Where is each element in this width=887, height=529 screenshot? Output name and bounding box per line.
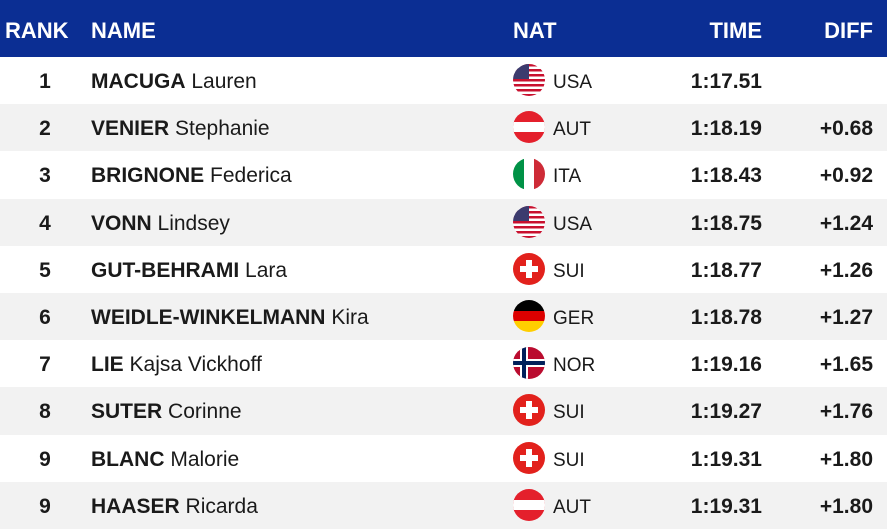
nation: SUI — [553, 449, 585, 471]
nation: AUT — [553, 496, 591, 518]
flag-icon — [513, 394, 545, 426]
athlete-name: HAASER Ricarda — [91, 495, 258, 519]
rank: 3 — [39, 164, 51, 188]
flag-icon — [513, 347, 545, 379]
time: 1:18.75 — [690, 211, 762, 235]
surname: HAASER — [91, 494, 180, 518]
nation: ITA — [553, 166, 582, 188]
time: 1:18.43 — [690, 164, 762, 188]
nation: GER — [553, 308, 595, 329]
diff: +0.92 — [819, 164, 873, 188]
given-name: Corinne — [168, 400, 242, 424]
given-name: Lauren — [191, 70, 257, 93]
athlete-name: SUTER Corinne — [91, 400, 242, 424]
flag-icon — [513, 253, 545, 285]
table-row: 7 LIE Kajsa Vickhoff NOR 1:19.16 +1.65 — [0, 340, 887, 388]
given-name: Kajsa Vickhoff — [129, 353, 262, 377]
table-row: 1 MACUGA Lauren USA 1:17.51 — [0, 57, 887, 105]
time: 1:19.16 — [690, 353, 762, 377]
rank: 2 — [39, 117, 51, 141]
header-diff: DIFF — [824, 18, 873, 43]
nation: SUI — [553, 260, 585, 282]
given-name: Federica — [210, 164, 292, 188]
athlete-name: BRIGNONE Federica — [91, 164, 292, 188]
rank: 1 — [39, 70, 51, 93]
surname: SUTER — [91, 400, 163, 424]
flag-icon — [513, 206, 545, 238]
flag-icon — [513, 111, 545, 143]
surname: GUT-BEHRAMI — [91, 258, 240, 282]
time: 1:18.78 — [690, 306, 762, 329]
table-row: 4 VONN Lindsey USA 1:18.75 +1.24 — [0, 198, 887, 246]
table-row: 3 BRIGNONE Federica ITA 1:18.43 +0.92 — [0, 151, 887, 199]
diff: +0.68 — [819, 117, 873, 141]
diff: +1.80 — [819, 447, 873, 471]
given-name: Kira — [331, 306, 369, 329]
time: 1:18.19 — [690, 117, 762, 141]
nation: SUI — [553, 402, 585, 424]
surname: WEIDLE-WINKELMANN — [91, 306, 326, 329]
surname: VENIER — [91, 117, 170, 141]
table-row: 9 HAASER Ricarda AUT 1:19.31 +1.80 — [0, 481, 887, 529]
surname: MACUGA — [91, 70, 186, 93]
header-rank: RANK — [5, 18, 69, 43]
athlete-name: WEIDLE-WINKELMANN Kira — [91, 306, 369, 330]
surname: BRIGNONE — [91, 164, 205, 188]
table-row: 9 BLANC Malorie SUI 1:19.31 +1.80 — [0, 434, 887, 482]
time: 1:17.51 — [690, 70, 762, 93]
surname: BLANC — [91, 447, 165, 471]
given-name: Lara — [245, 258, 288, 282]
header-time: TIME — [709, 18, 762, 43]
athlete-name: BLANC Malorie — [91, 448, 239, 472]
nation: AUT — [553, 119, 591, 141]
time: 1:18.77 — [690, 258, 762, 282]
flag-icon — [513, 489, 545, 521]
table-row: 6 WEIDLE-WINKELMANN Kira GER 1:18.78 +1.27 — [0, 293, 887, 341]
athlete-name: GUT-BEHRAMI Lara — [91, 259, 287, 283]
flag-icon — [513, 300, 545, 332]
athlete-name: VENIER Stephanie — [91, 117, 270, 141]
diff: +1.27 — [819, 306, 873, 329]
rank: 9 — [39, 494, 51, 518]
nation: USA — [553, 213, 593, 235]
surname: LIE — [91, 353, 124, 377]
athlete-name: VONN Lindsey — [91, 212, 230, 236]
rank: 9 — [39, 447, 51, 471]
rank: 5 — [39, 258, 51, 282]
time: 1:19.31 — [690, 447, 762, 471]
table-header: RANK NAME NAT TIME DIFF — [0, 0, 887, 57]
diff: +1.80 — [819, 494, 873, 518]
rank: 7 — [39, 353, 51, 377]
flag-icon — [513, 64, 545, 96]
header-nat: NAT — [513, 18, 557, 43]
nation: NOR — [553, 355, 596, 377]
flag-icon — [513, 442, 545, 474]
given-name: Ricarda — [185, 494, 258, 518]
flag-icon — [513, 158, 545, 190]
rank: 6 — [39, 306, 51, 329]
diff: +1.26 — [819, 258, 873, 282]
rank: 8 — [39, 400, 51, 424]
time: 1:19.31 — [690, 494, 762, 518]
diff: +1.24 — [819, 211, 873, 235]
table-row: 5 GUT-BEHRAMI Lara SUI 1:18.77 +1.26 — [0, 245, 887, 293]
nation: USA — [553, 72, 593, 93]
given-name: Lindsey — [157, 211, 230, 235]
athlete-name: LIE Kajsa Vickhoff — [91, 353, 262, 377]
diff: +1.76 — [819, 400, 873, 424]
header-name: NAME — [91, 18, 156, 43]
surname: VONN — [91, 211, 152, 235]
athlete-name: MACUGA Lauren — [91, 70, 257, 94]
table-row: 2 VENIER Stephanie AUT 1:18.19 +0.68 — [0, 104, 887, 152]
diff: +1.65 — [819, 353, 873, 377]
given-name: Stephanie — [175, 117, 270, 141]
rank: 4 — [39, 211, 51, 235]
table-row: 8 SUTER Corinne SUI 1:19.27 +1.76 — [0, 387, 887, 435]
time: 1:19.27 — [690, 400, 762, 424]
given-name: Malorie — [170, 447, 240, 471]
